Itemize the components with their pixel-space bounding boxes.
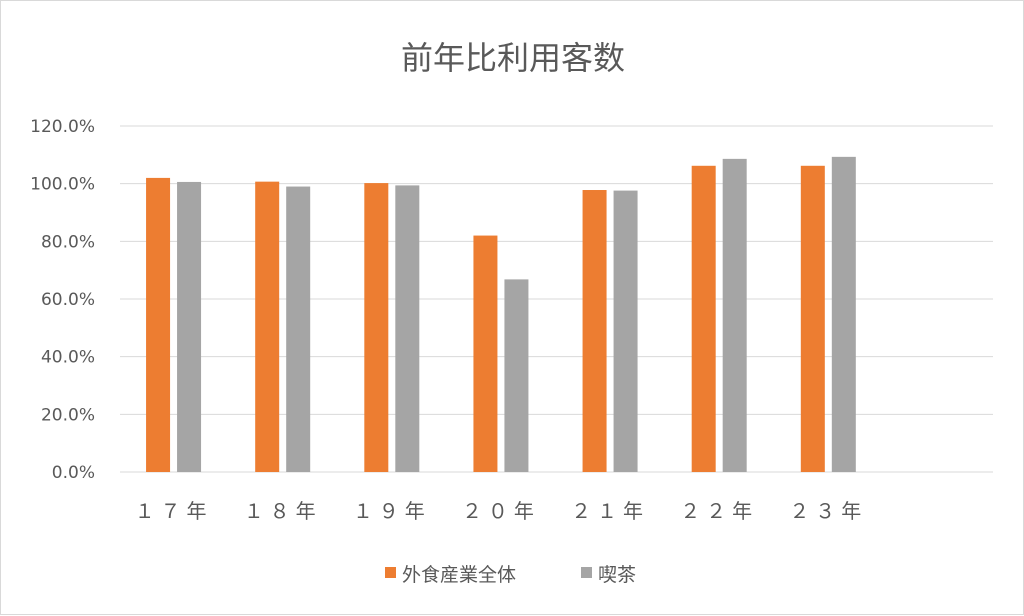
bar-series1-1 (255, 181, 280, 473)
bar-series2-3 (504, 279, 529, 472)
y-tick-label: 120.0% (30, 117, 95, 137)
bar-series1-3 (473, 235, 498, 472)
x-category-label: ２１年 (571, 499, 649, 523)
bar-series1-2 (364, 183, 389, 472)
x-category-label: １８年 (244, 499, 322, 523)
x-axis-labels: １７年 １８年 １９年 ２０年 ２１年 ２２年 ２３年 (135, 499, 867, 523)
y-axis-ticks: 0.0% 20.0% 40.0% 60.0% 80.0% 100.0% 120.0% (30, 117, 95, 483)
bar-series2-4 (613, 190, 638, 472)
x-category-label: １７年 (135, 499, 213, 523)
bar-series1-4 (582, 190, 607, 472)
x-category-label: ２０年 (462, 499, 540, 523)
y-tick-label: 80.0% (41, 232, 95, 252)
bar-series1-6 (800, 165, 825, 473)
y-tick-label: 0.0% (52, 463, 95, 483)
x-category-label: ２３年 (789, 499, 867, 523)
bar-series1-0 (146, 177, 171, 472)
bars (146, 156, 856, 473)
bar-series2-6 (831, 156, 856, 472)
bar-series2-2 (395, 185, 420, 472)
bar-series2-1 (286, 186, 311, 473)
bar-series2-0 (177, 181, 202, 473)
gridlines (120, 125, 993, 473)
bar-series2-5 (722, 158, 747, 472)
legend-label: 喫茶 (598, 564, 636, 586)
y-tick-label: 100.0% (30, 175, 95, 195)
legend-label: 外食産業全体 (402, 564, 516, 586)
bar-series1-5 (691, 165, 716, 473)
x-category-label: ２２年 (680, 499, 758, 523)
legend: 外食産業全体 喫茶 (385, 564, 636, 586)
legend-swatch (385, 567, 396, 578)
y-tick-label: 40.0% (41, 348, 95, 368)
chart-title: 前年比利用客数 (401, 39, 625, 77)
legend-swatch (581, 567, 592, 578)
y-tick-label: 60.0% (41, 290, 95, 310)
x-category-label: １９年 (353, 499, 431, 523)
y-tick-label: 20.0% (41, 405, 95, 425)
